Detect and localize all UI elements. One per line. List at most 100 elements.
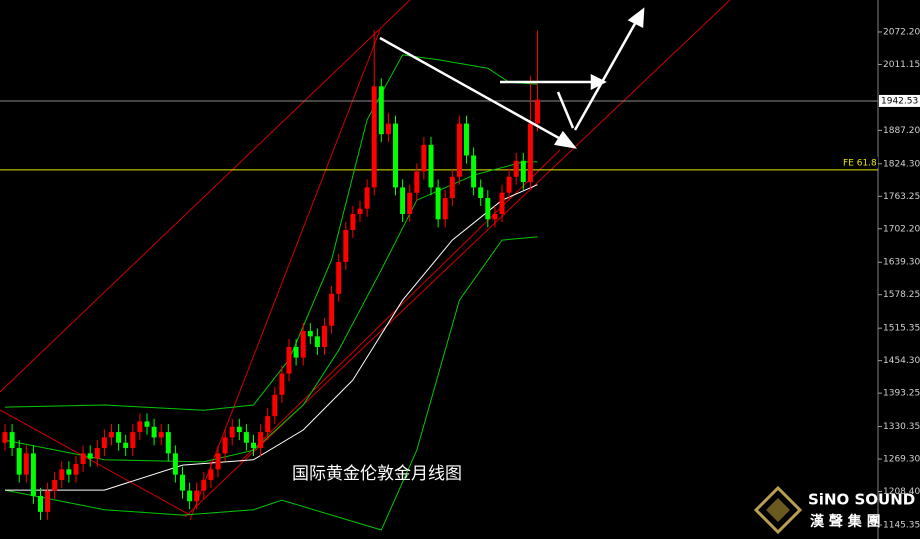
arrowhead <box>627 7 645 28</box>
candle-body <box>442 198 448 220</box>
candle-body <box>2 432 8 443</box>
candle-body <box>343 229 349 262</box>
candle-body <box>506 176 512 193</box>
indicator-line <box>4 161 538 463</box>
candle-body <box>144 421 150 427</box>
indicator-line <box>4 54 538 411</box>
candle-body <box>336 261 342 294</box>
level-label: FE 61.8 <box>843 158 877 168</box>
candle-body <box>492 213 498 220</box>
candle-body <box>208 469 214 480</box>
candle-body <box>201 479 207 491</box>
y-tick-label: 1824.30 <box>883 159 920 169</box>
channel-line <box>189 29 381 521</box>
candle-body <box>485 198 491 220</box>
y-tick-label: 1639.30 <box>883 258 920 268</box>
brand-sub: 漢 聲 集 團 <box>810 513 881 530</box>
candle-body <box>215 453 221 470</box>
candle-body <box>357 208 363 214</box>
arrow <box>573 19 639 131</box>
candle-body <box>158 432 164 438</box>
candle-body <box>94 448 100 459</box>
y-tick-label: 1269.30 <box>883 455 920 465</box>
candle-body <box>73 463 79 475</box>
y-tick-label: 1887.20 <box>883 126 920 136</box>
candle-body <box>16 448 22 475</box>
candle-body <box>52 479 58 491</box>
channel-line <box>0 0 411 393</box>
arrowhead <box>590 73 607 91</box>
candle-body <box>350 213 356 230</box>
y-tick-label: 1515.35 <box>883 324 920 334</box>
y-tick-label: 1578.25 <box>883 290 920 300</box>
candle-body <box>464 123 469 156</box>
arrow <box>379 36 567 144</box>
candle-body <box>258 432 264 449</box>
candle-body <box>364 187 370 209</box>
chart-title: 国际黄金伦敦金月线图 <box>292 464 462 484</box>
candle-body <box>300 331 306 358</box>
y-tick-label: 1208.40 <box>883 487 920 497</box>
candle-body <box>385 123 391 135</box>
candle-body <box>513 160 519 177</box>
candle-body <box>243 432 249 443</box>
y-tick-label: 1145.35 <box>883 520 920 530</box>
y-tick-label: 2072.20 <box>883 27 920 37</box>
candle-body <box>172 453 178 475</box>
candle-body <box>130 432 136 449</box>
logo: SiNO SOUND 漢 聲 集 團 <box>753 485 915 535</box>
arrows <box>379 7 645 149</box>
candle-body <box>80 453 86 464</box>
candle-body <box>251 442 256 449</box>
candle-body <box>180 474 185 491</box>
candle-body <box>222 437 228 454</box>
candle-body <box>165 432 171 454</box>
y-tick-label: 1330.35 <box>883 422 920 432</box>
indicator-line <box>4 236 538 531</box>
candle-body <box>535 99 540 124</box>
candle-body <box>9 432 15 449</box>
channel-line <box>239 149 561 463</box>
candle-body <box>23 453 29 475</box>
candle-body <box>66 469 72 475</box>
candle-body <box>307 331 313 337</box>
candle-body <box>101 437 107 449</box>
candle-body <box>229 426 235 438</box>
candle-body <box>421 144 427 172</box>
candle-body <box>45 490 51 512</box>
arrow <box>556 91 575 129</box>
candle-body <box>286 346 292 374</box>
candle-body <box>187 490 193 502</box>
candle-body <box>428 144 434 188</box>
candle-body <box>272 394 278 417</box>
candle-body <box>456 123 462 177</box>
arrowhead <box>553 130 577 149</box>
y-tick-label: 1393.25 <box>883 389 920 399</box>
candle-body <box>400 187 406 214</box>
candle-body <box>59 469 65 480</box>
candle-body <box>38 495 43 512</box>
candle-body <box>116 432 122 443</box>
y-tick-label: 1702.20 <box>883 224 920 234</box>
candle-body <box>329 293 335 326</box>
y-tick-label: 1454.30 <box>883 356 920 366</box>
logo-mark <box>753 485 803 535</box>
candle-body <box>314 336 320 347</box>
channel-line <box>0 409 191 516</box>
candle-body <box>435 187 441 220</box>
candle-body <box>30 453 36 496</box>
candle-body <box>414 171 420 193</box>
y-tick-label: 2011.15 <box>883 60 920 70</box>
candle-body <box>478 187 484 199</box>
candle-body <box>123 442 129 449</box>
candle-body <box>520 160 526 183</box>
candle-body <box>322 325 327 347</box>
candle-body <box>194 490 200 502</box>
candle-body <box>378 86 384 135</box>
candle-body <box>449 176 455 199</box>
candle-body <box>407 192 413 214</box>
drawings <box>0 0 731 521</box>
